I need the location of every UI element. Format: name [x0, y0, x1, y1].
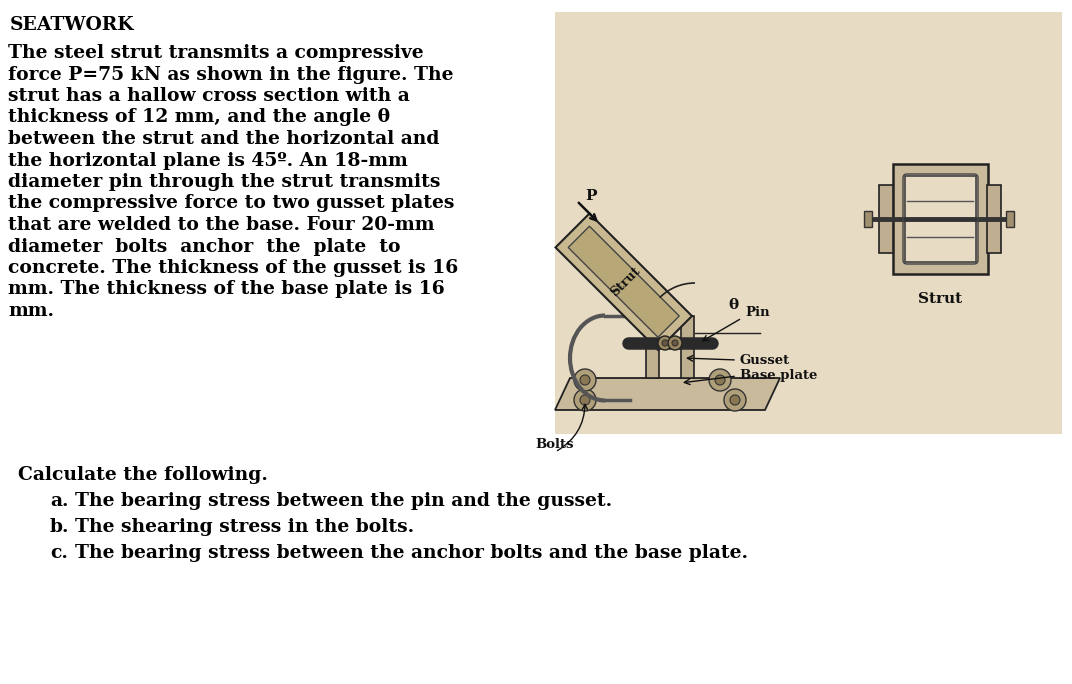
Circle shape: [668, 336, 682, 350]
Text: c.: c.: [50, 544, 68, 562]
Text: Strut: Strut: [918, 292, 962, 306]
Text: thickness of 12 mm, and the angle θ: thickness of 12 mm, and the angle θ: [8, 109, 390, 127]
Bar: [864, 211, 872, 227]
Bar: [555, 12, 1062, 434]
Polygon shape: [568, 226, 680, 337]
Text: Calculate the following.: Calculate the following.: [18, 466, 268, 484]
Text: Gusset: Gusset: [740, 354, 790, 367]
Text: a.: a.: [50, 492, 69, 510]
Bar: [879, 185, 893, 253]
Text: θ: θ: [728, 298, 738, 312]
Text: The shearing stress in the bolts.: The shearing stress in the bolts.: [75, 518, 414, 536]
Text: strut has a hallow cross section with a: strut has a hallow cross section with a: [8, 87, 410, 105]
Text: Pin: Pin: [745, 306, 770, 319]
Text: between the strut and the horizontal and: between the strut and the horizontal and: [8, 130, 440, 148]
Circle shape: [580, 375, 590, 385]
Text: The bearing stress between the pin and the gusset.: The bearing stress between the pin and t…: [75, 492, 612, 510]
Text: b.: b.: [50, 518, 70, 536]
Circle shape: [724, 389, 746, 411]
Text: The steel strut transmits a compressive: The steel strut transmits a compressive: [8, 44, 423, 62]
Polygon shape: [555, 213, 691, 350]
Text: the compressive force to two gusset plates: the compressive force to two gusset plat…: [8, 194, 455, 213]
Polygon shape: [555, 378, 780, 410]
Bar: [681, 316, 694, 378]
Circle shape: [709, 369, 731, 391]
Text: the horizontal plane is 45º. An 18-mm: the horizontal plane is 45º. An 18-mm: [8, 151, 407, 170]
Text: SEATWORK: SEATWORK: [10, 16, 135, 34]
Circle shape: [730, 395, 740, 405]
Circle shape: [658, 336, 672, 350]
Text: Base plate: Base plate: [740, 369, 817, 382]
Text: mm.: mm.: [8, 302, 54, 320]
Circle shape: [672, 340, 678, 346]
Bar: [905, 176, 976, 262]
Text: that are welded to the base. Four 20-mm: that are welded to the base. Four 20-mm: [8, 216, 434, 234]
Text: concrete. The thickness of the gusset is 16: concrete. The thickness of the gusset is…: [8, 259, 458, 277]
Circle shape: [574, 389, 596, 411]
Text: Strut: Strut: [608, 264, 643, 299]
Bar: [893, 164, 988, 274]
Circle shape: [574, 369, 596, 391]
Text: diameter  bolts  anchor  the  plate  to: diameter bolts anchor the plate to: [8, 237, 401, 256]
Bar: [646, 316, 659, 378]
Bar: [1006, 211, 1014, 227]
Text: P: P: [585, 189, 596, 202]
Text: The bearing stress between the anchor bolts and the base plate.: The bearing stress between the anchor bo…: [75, 544, 748, 562]
Text: force P=75 kN as shown in the figure. The: force P=75 kN as shown in the figure. Th…: [8, 66, 453, 83]
Text: Bolts: Bolts: [536, 438, 575, 451]
Text: mm. The thickness of the base plate is 16: mm. The thickness of the base plate is 1…: [8, 280, 445, 298]
Text: diameter pin through the strut transmits: diameter pin through the strut transmits: [8, 173, 441, 191]
Circle shape: [715, 375, 725, 385]
Circle shape: [580, 395, 590, 405]
Circle shape: [662, 340, 668, 346]
Bar: [987, 185, 1001, 253]
